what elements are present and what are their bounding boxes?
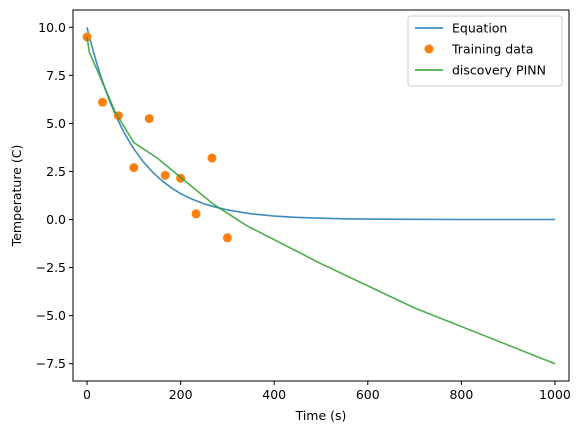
x-tick-label: 0 [83,387,91,402]
legend-swatch-training-data [424,44,434,54]
y-axis-label: Temperature (C) [9,145,24,248]
x-axis-label: Time (s) [295,408,347,423]
y-tick-label: 7.5 [46,68,66,83]
y-tick-label: 0.0 [46,212,66,227]
training-data-point [207,153,217,163]
training-data-point [129,163,139,173]
y-axis-ticks: −7.5 −5.0 −2.5 0.0 2.5 5.0 7.5 10.0 [36,20,73,371]
legend-box [407,15,563,87]
discovery-pinn-line [86,36,556,365]
legend-label-training-data: Training data [451,42,533,57]
training-data-point [222,233,232,243]
y-tick-label: 10.0 [38,20,66,35]
plot-frame [72,9,570,382]
x-tick-label: 400 [262,387,286,402]
x-tick-label: 600 [356,387,380,402]
x-axis-ticks: 0 200 400 600 800 1000 [83,381,571,402]
training-data-point [191,209,201,219]
training-data-point [97,97,107,107]
y-tick-label: −5.0 [36,308,66,323]
x-tick-label: 1000 [539,387,571,402]
legend-label-equation: Equation [452,21,507,36]
legend-label-discovery-pinn: discovery PINN [452,63,546,78]
y-tick-label: 5.0 [46,116,66,131]
legend: Equation Training data discovery PINN [407,15,563,87]
x-tick-label: 800 [449,387,473,402]
x-tick-label: 200 [169,387,193,402]
plot-area [82,27,556,365]
y-tick-label: −2.5 [36,260,66,275]
training-data-point [160,170,170,180]
y-tick-label: −7.5 [36,356,66,371]
y-tick-label: 2.5 [46,164,66,179]
training-data-point [144,114,154,124]
